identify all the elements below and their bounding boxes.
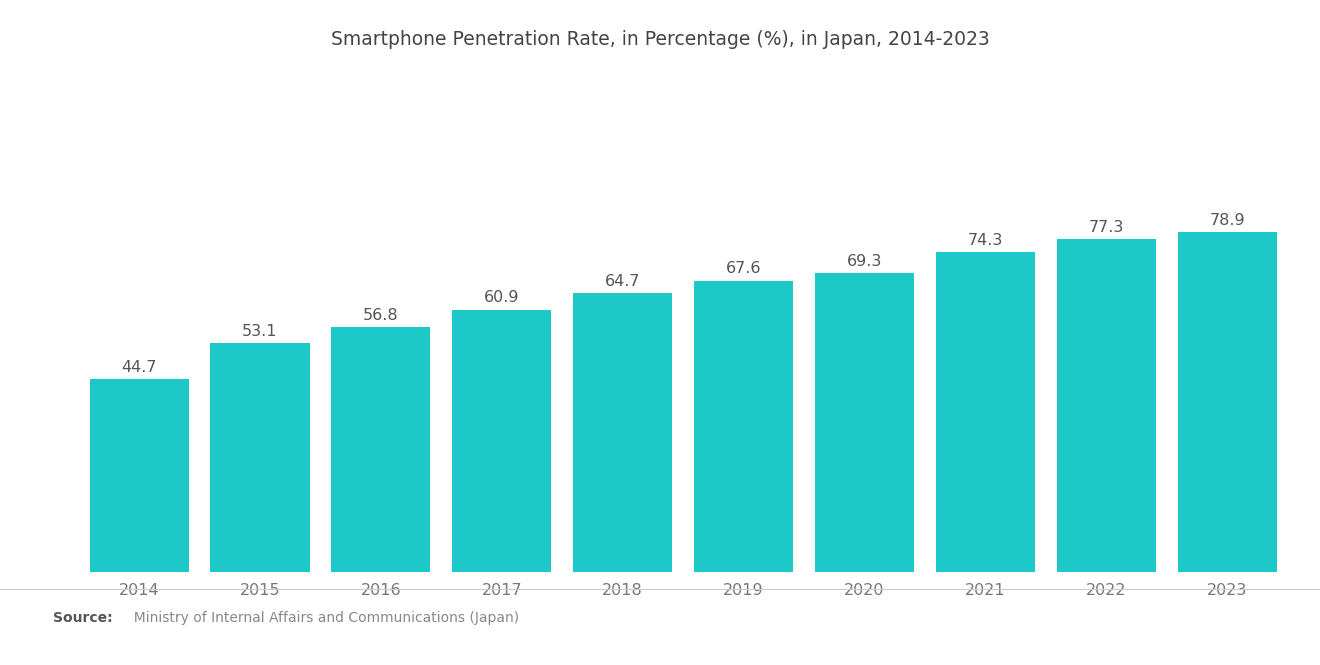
Bar xyxy=(1177,232,1276,572)
Text: 67.6: 67.6 xyxy=(726,261,762,277)
Text: 60.9: 60.9 xyxy=(484,291,520,305)
Bar xyxy=(90,380,189,572)
Text: Smartphone Penetration Rate, in Percentage (%), in Japan, 2014-2023: Smartphone Penetration Rate, in Percenta… xyxy=(330,30,990,49)
Bar xyxy=(453,310,552,572)
Bar xyxy=(1056,239,1156,572)
Text: 77.3: 77.3 xyxy=(1089,219,1123,235)
Text: 78.9: 78.9 xyxy=(1209,213,1245,228)
Bar xyxy=(573,293,672,572)
Bar xyxy=(814,273,913,572)
Text: 74.3: 74.3 xyxy=(968,233,1003,247)
Bar xyxy=(331,327,430,572)
Bar xyxy=(210,343,310,572)
Text: Source:: Source: xyxy=(53,611,112,625)
Text: 69.3: 69.3 xyxy=(846,254,882,269)
Text: 53.1: 53.1 xyxy=(243,324,277,339)
Bar xyxy=(694,281,793,572)
Text: 64.7: 64.7 xyxy=(605,274,640,289)
Text: 56.8: 56.8 xyxy=(363,308,399,323)
Text: 44.7: 44.7 xyxy=(121,360,157,375)
Text: Ministry of Internal Affairs and Communications (Japan): Ministry of Internal Affairs and Communi… xyxy=(125,611,520,625)
Bar xyxy=(936,252,1035,572)
